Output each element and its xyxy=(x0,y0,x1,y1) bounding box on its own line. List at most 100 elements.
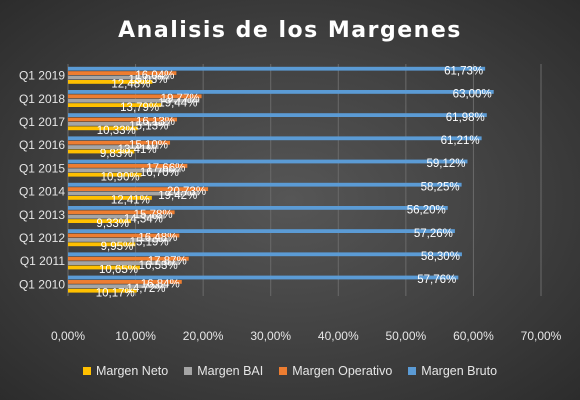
legend-item: Margen Neto xyxy=(82,364,169,378)
data-label: 17,87% xyxy=(148,255,187,267)
data-label: 16,70% xyxy=(140,167,179,179)
x-tick-label: 50,00% xyxy=(386,329,427,343)
data-label: 15,10% xyxy=(129,139,168,151)
x-tick-label: 40,00% xyxy=(318,329,359,343)
bar-margen-neto xyxy=(68,126,138,131)
data-label: 14,72% xyxy=(126,283,165,295)
y-category-label: Q1 2019 xyxy=(19,69,65,83)
bar-margen-bai xyxy=(68,75,170,80)
bar-margen-neto xyxy=(68,288,137,293)
legend-label: Margen Neto xyxy=(95,364,169,378)
y-category-label: Q1 2017 xyxy=(19,115,65,129)
y-category-label: Q1 2012 xyxy=(19,231,65,245)
bar-margen-bruto xyxy=(68,206,448,210)
data-label: 61,73% xyxy=(444,65,483,77)
data-label: 58,25% xyxy=(421,181,460,193)
data-label: 10,33% xyxy=(97,125,136,137)
legend-item: Margen BAI xyxy=(184,364,263,378)
legend-swatch xyxy=(279,367,288,375)
data-label: 15,03% xyxy=(129,74,168,86)
y-category-label: Q1 2015 xyxy=(19,161,65,175)
y-category-label: Q1 2018 xyxy=(19,92,65,106)
bar-margen-bai xyxy=(68,261,180,265)
data-label: 10,17% xyxy=(96,287,135,299)
data-label: 12,41% xyxy=(111,195,150,207)
bar-margen-neto xyxy=(68,172,142,177)
bar-margen-bruto xyxy=(68,229,455,233)
legend-label: Margen BAI xyxy=(197,364,264,378)
data-label: 16,84% xyxy=(141,279,180,291)
bar-margen-neto xyxy=(68,80,153,84)
data-label: 58,30% xyxy=(421,251,460,263)
data-label: 9,33% xyxy=(96,218,129,230)
data-label: 15,19% xyxy=(130,237,169,249)
y-category-label: Q1 2014 xyxy=(19,185,65,199)
data-label: 19,44% xyxy=(158,97,197,109)
data-label: 61,21% xyxy=(441,135,480,147)
data-label: 16,13% xyxy=(136,116,175,128)
data-label: 15,13% xyxy=(129,121,168,133)
bar-margen-operativo xyxy=(68,187,209,191)
data-label: 59,12% xyxy=(426,158,465,170)
bar-margen-operativo xyxy=(68,140,171,145)
bar-margen-operativo xyxy=(68,280,182,284)
data-label: 63,00% xyxy=(453,89,492,101)
data-label: 13,41% xyxy=(118,144,157,156)
bar-margen-neto xyxy=(68,265,140,270)
bar-margen-operativo xyxy=(68,256,189,261)
y-category-label: Q1 2013 xyxy=(19,208,65,222)
bar-margen-operativo xyxy=(68,233,180,238)
bar-margen-bai xyxy=(68,238,171,242)
x-tick-label: 10,00% xyxy=(115,329,156,343)
legend-swatch xyxy=(184,367,193,375)
bar-margen-operativo xyxy=(68,164,188,168)
data-label: 56,20% xyxy=(407,205,446,217)
bar-margen-bai xyxy=(68,214,165,219)
bar-margen-bai xyxy=(68,191,200,196)
data-label: 16,48% xyxy=(138,232,177,244)
bar-margen-neto xyxy=(68,242,136,247)
data-label: 19,42% xyxy=(158,190,197,202)
bar-margen-neto xyxy=(68,103,162,107)
bar-margen-bai xyxy=(68,145,159,149)
bar-margen-bai xyxy=(68,168,181,173)
data-label: 57,76% xyxy=(417,274,456,286)
bar-margen-bruto xyxy=(68,90,494,94)
data-label: 17,66% xyxy=(146,163,185,175)
data-label: 9,95% xyxy=(101,241,134,253)
bar-margen-neto xyxy=(68,219,132,223)
data-label: 9,83% xyxy=(100,148,133,160)
data-label: 12,48% xyxy=(111,79,150,91)
legend-swatch xyxy=(408,367,417,375)
data-label: 61,98% xyxy=(446,112,485,124)
bar-margen-bruto xyxy=(68,113,487,117)
data-label: 16,53% xyxy=(139,260,178,272)
y-category-label: Q1 2010 xyxy=(19,277,65,291)
y-category-label: Q1 2016 xyxy=(19,138,65,152)
bar-margen-bruto xyxy=(68,159,468,164)
bar-margen-bruto xyxy=(68,275,459,280)
x-tick-label: 70,00% xyxy=(521,329,562,343)
chart-legend: Margen Neto Margen BAI Margen Operativo Mar… xyxy=(0,364,580,378)
x-tick-label: 0,00% xyxy=(51,329,85,343)
data-label: 16,04% xyxy=(135,70,174,82)
legend-item: Margen Bruto xyxy=(408,364,497,378)
data-label: 14,34% xyxy=(124,213,163,225)
bar-margen-bruto xyxy=(68,136,482,141)
legend-swatch xyxy=(82,367,91,375)
x-tick-label: 30,00% xyxy=(250,329,291,343)
data-label: 57,26% xyxy=(414,228,453,240)
legend-label: Margen Operativo xyxy=(292,364,393,378)
bar-margen-bruto xyxy=(68,252,462,257)
bar-margen-operativo xyxy=(68,117,177,122)
bar-margen-operativo xyxy=(68,94,202,99)
data-label: 19,77% xyxy=(161,93,200,105)
chart-title: Analisis de los Margenes xyxy=(118,18,462,43)
data-label: 10,90% xyxy=(101,171,140,183)
x-tick-label: 60,00% xyxy=(453,329,494,343)
x-tick-label: 20,00% xyxy=(183,329,224,343)
bar-margen-neto xyxy=(68,196,152,200)
bar-margen-bruto xyxy=(68,66,486,71)
